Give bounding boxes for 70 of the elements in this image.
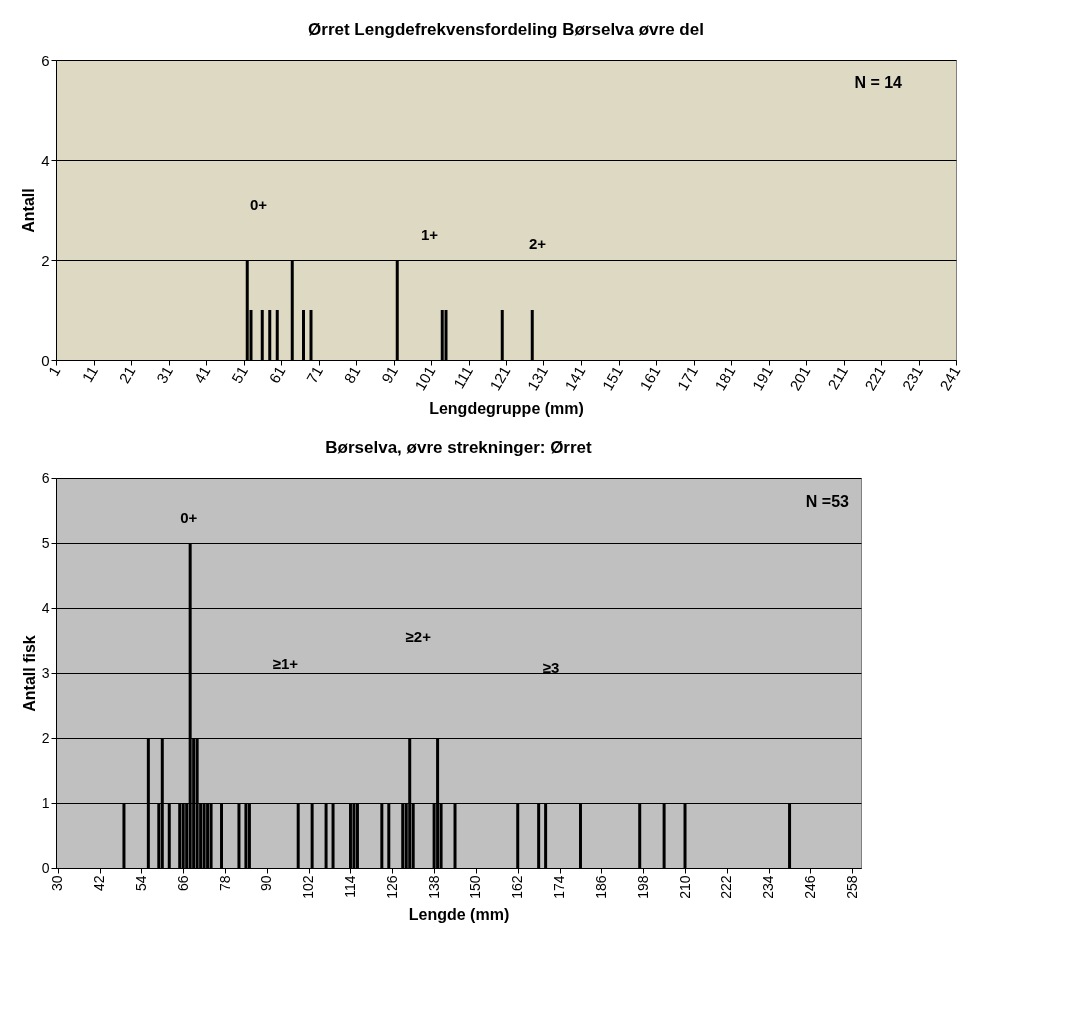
annotation: 1+ (420, 226, 439, 243)
x-tick-label: 31 (152, 363, 176, 386)
annotation: 2+ (528, 235, 547, 252)
x-tick-label: 41 (190, 363, 214, 386)
x-tick-label: 30 (49, 875, 66, 892)
x-axis-title: Lengdegruppe (mm) (429, 400, 584, 418)
y-tick-label: 3 (41, 664, 50, 681)
x-tick-label: 126 (383, 875, 400, 899)
x-tick-label: 221 (861, 363, 889, 394)
y-tick-label: 4 (41, 599, 50, 616)
y-tick-label: 1 (41, 794, 50, 811)
x-tick-label: 71 (302, 363, 326, 386)
x-tick-label: 201 (786, 363, 814, 394)
y-tick-label: 6 (41, 469, 50, 486)
x-tick-label: 11 (78, 363, 101, 385)
y-tick-label: 2 (41, 729, 50, 746)
x-tick-label: 61 (265, 363, 289, 386)
x-tick-label: 211 (824, 363, 851, 393)
y-tick-label: 0 (41, 351, 50, 369)
annotation: 0+ (180, 509, 198, 527)
x-tick-label: 258 (843, 875, 860, 899)
annotation: ≥1+ (272, 655, 299, 673)
x-tick-label: 174 (551, 875, 568, 899)
y-axis-title: Antall (20, 188, 38, 233)
x-tick-label: 171 (673, 363, 701, 394)
x-tick-label: 42 (91, 875, 108, 892)
x-tick-label: 150 (467, 875, 484, 899)
x-tick-label: 102 (300, 875, 317, 899)
x-tick-label: 121 (486, 363, 514, 394)
x-tick-label: 151 (598, 363, 626, 394)
x-tick-label: 131 (523, 363, 551, 394)
x-tick-label: 111 (449, 363, 476, 392)
annotation: N = 14 (854, 74, 903, 91)
x-tick-label: 51 (227, 363, 251, 386)
x-axis-title: Lengde (mm) (408, 905, 510, 923)
chart-title: Ørret Lengdefrekvensfordeling Børselva øvre del (308, 20, 704, 39)
x-tick-label: 246 (801, 875, 818, 899)
x-tick-label: 234 (760, 875, 777, 899)
chart-title: Børselva, øvre strekninger: Ørret (325, 438, 593, 457)
y-tick-label: 2 (41, 251, 50, 269)
x-tick-label: 138 (425, 875, 442, 899)
x-tick-label: 66 (174, 875, 191, 892)
annotation: 0+ (249, 196, 268, 213)
annotation: ≥3 (542, 659, 560, 677)
x-tick-label: 54 (132, 875, 149, 892)
y-tick-label: 6 (41, 51, 50, 69)
x-tick-label: 198 (634, 875, 651, 899)
y-tick-label: 0 (41, 859, 50, 876)
x-tick-label: 231 (898, 363, 926, 394)
x-tick-label: 210 (676, 875, 693, 899)
x-tick-label: 101 (411, 363, 439, 394)
x-tick-label: 222 (718, 875, 735, 899)
y-tick-label: 4 (41, 151, 50, 169)
y-axis-title: Antall fisk (20, 635, 38, 712)
x-tick-label: 141 (561, 363, 589, 394)
x-tick-label: 21 (115, 363, 139, 386)
x-tick-label: 161 (636, 363, 664, 394)
x-tick-label: 81 (340, 363, 364, 386)
x-tick-label: 90 (258, 875, 275, 892)
x-tick-label: 191 (748, 363, 776, 394)
annotation: ≥2+ (405, 628, 432, 646)
x-tick-label: 78 (216, 875, 233, 892)
x-tick-label: 186 (592, 875, 609, 899)
x-tick-label: 91 (377, 363, 401, 386)
x-tick-label: 241 (936, 363, 964, 394)
x-tick-label: 181 (711, 363, 739, 394)
x-tick-label: 114 (341, 875, 358, 898)
annotation: N =53 (805, 492, 850, 510)
x-tick-label: 162 (509, 875, 526, 899)
y-tick-label: 5 (41, 534, 50, 551)
